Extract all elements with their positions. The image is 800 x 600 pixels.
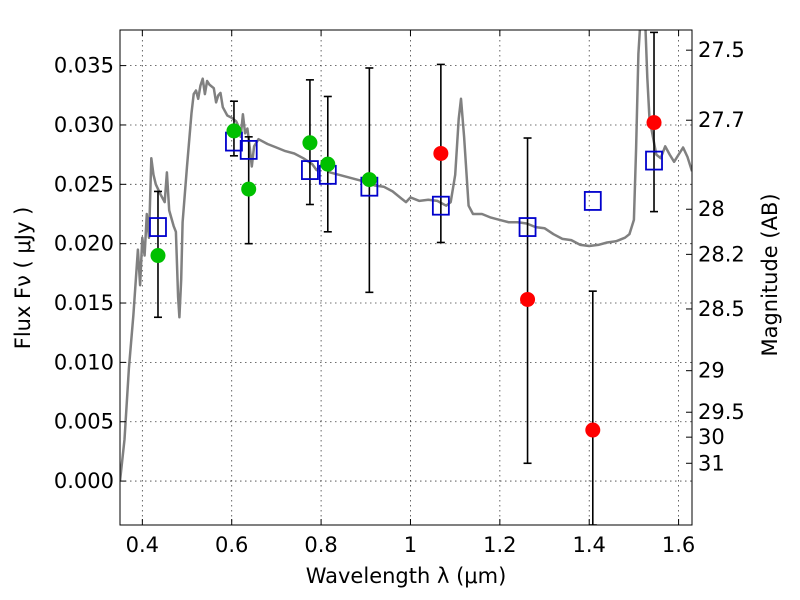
y-tick-label: 0.015	[54, 291, 114, 315]
model-photometry-square	[645, 150, 663, 171]
x-tick-label: 1.6	[662, 533, 695, 557]
non-detection-point	[646, 115, 662, 131]
y-tick-label: 0.005	[54, 410, 114, 434]
y-tick-label: 0.010	[54, 350, 114, 374]
right-tick-label: 29	[698, 359, 725, 383]
right-tick-label: 27.7	[698, 108, 745, 132]
non-detection-point	[585, 422, 601, 438]
model-photometry-square	[431, 195, 450, 216]
detection-point	[302, 135, 318, 151]
right-tick-label: 30	[698, 425, 725, 449]
detection-point	[150, 248, 166, 264]
model-photometry-square	[518, 217, 537, 237]
y-tick-label: 0.030	[54, 113, 114, 137]
x-tick-label: 0.4	[126, 533, 159, 557]
marker-layer	[149, 115, 663, 438]
non-detection-point	[433, 145, 449, 161]
x-axis-label: Wavelength λ (μm)	[306, 564, 507, 588]
y-tick-label: 0.025	[54, 172, 114, 196]
right-tick-label: 31	[698, 451, 725, 475]
errorbar-layer	[153, 31, 659, 525]
sed-layer	[120, 30, 692, 482]
right-tick-label: 29.5	[698, 400, 745, 424]
y-tick-label: 0.000	[54, 469, 114, 493]
detection-point	[226, 123, 242, 139]
right-tick-label: 28.2	[698, 242, 745, 266]
grid-layer	[120, 30, 692, 525]
tick-layer: 0.4 0.6 0.8 1 1.2 1.4 1.6 0.000 0.005 0.010 0.015 0…	[54, 30, 745, 557]
x-tick-label: 0.6	[215, 533, 248, 557]
model-photometry-square	[149, 217, 167, 237]
x-tick-label: 1.2	[483, 533, 516, 557]
x-tick-label: 0.8	[304, 533, 337, 557]
right-tick-label: 28	[698, 197, 725, 221]
right-axis-label: Magnitude (AB)	[758, 193, 782, 356]
detection-point	[320, 156, 336, 172]
model-photometry-square	[239, 139, 258, 160]
right-tick-label: 27.5	[698, 38, 745, 62]
right-tick-label: 28.5	[698, 297, 745, 321]
model-sed-line	[120, 30, 692, 482]
y-axis-label: Flux Fν ( μJy )	[11, 207, 35, 350]
plot-frame	[119, 29, 693, 526]
y-tick-label: 0.020	[54, 232, 114, 256]
detection-point	[361, 172, 377, 188]
detection-point	[241, 181, 257, 197]
model-photometry-square	[301, 160, 319, 180]
x-tick-label: 1	[404, 533, 417, 557]
non-detection-point	[520, 291, 536, 307]
x-tick-label: 1.4	[573, 533, 606, 557]
model-photometry-square	[583, 191, 602, 211]
y-tick-label: 0.035	[54, 54, 114, 78]
